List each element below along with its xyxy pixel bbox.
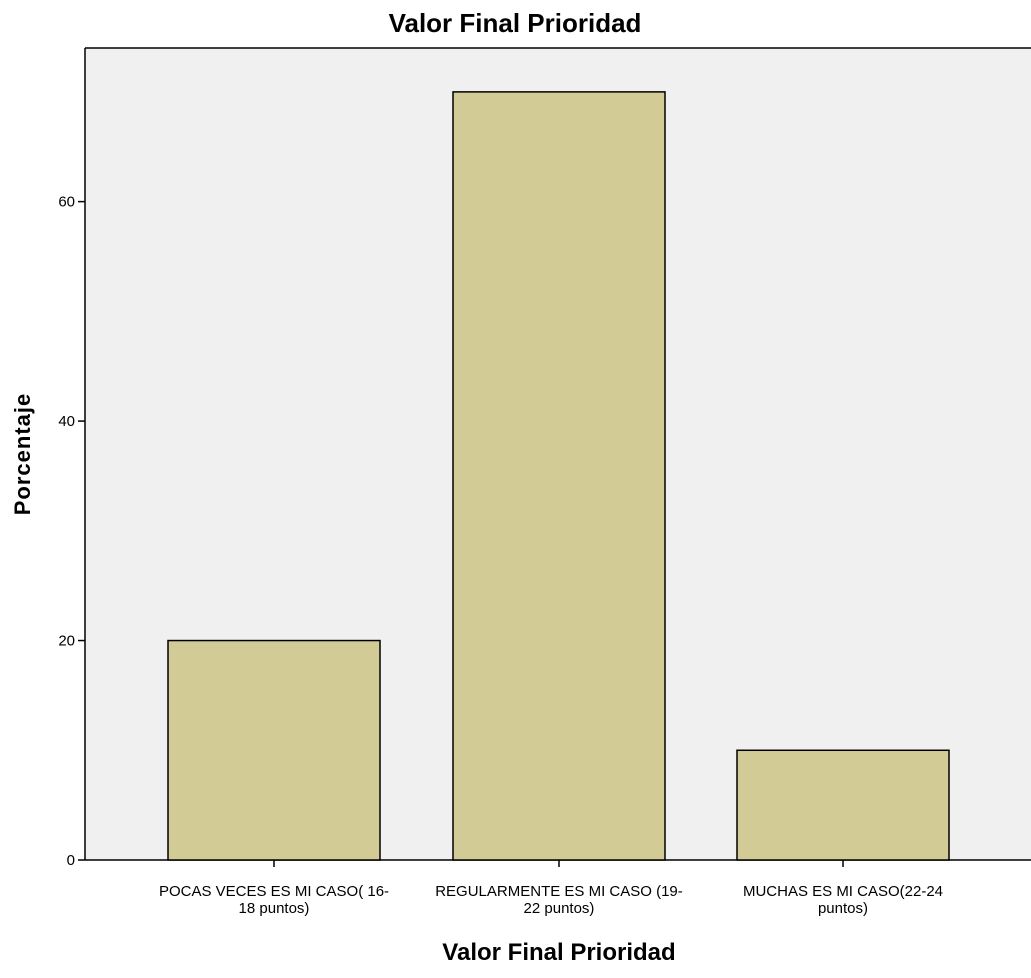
x-category-label: POCAS VECES ES MI CASO( 16- bbox=[159, 883, 389, 900]
y-tick-label: 0 bbox=[67, 852, 75, 869]
bars-group bbox=[167, 91, 950, 861]
x-category-label: REGULARMENTE ES MI CASO (19- bbox=[435, 883, 683, 900]
y-tick-label: 40 bbox=[58, 413, 75, 430]
y-axis-title: Porcentaje bbox=[10, 393, 35, 516]
bar-3 bbox=[736, 749, 950, 861]
y-ticks-group: 0 20 40 60 bbox=[58, 194, 85, 869]
bar-1 bbox=[167, 639, 381, 861]
x-category-label: MUCHAS ES MI CASO(22-24 bbox=[743, 883, 943, 900]
chart-title: Valor Final Prioridad bbox=[389, 8, 642, 38]
y-tick-label: 60 bbox=[58, 194, 75, 211]
x-category-label: 18 puntos) bbox=[239, 900, 310, 917]
x-category-label: puntos) bbox=[818, 900, 868, 917]
x-category-label: 22 puntos) bbox=[524, 900, 595, 917]
x-categories-group: POCAS VECES ES MI CASO( 16-18 puntos) REG… bbox=[159, 860, 943, 917]
y-tick-label: 20 bbox=[58, 633, 75, 650]
bar-2 bbox=[452, 91, 666, 861]
x-axis-title: Valor Final Prioridad bbox=[442, 939, 675, 966]
